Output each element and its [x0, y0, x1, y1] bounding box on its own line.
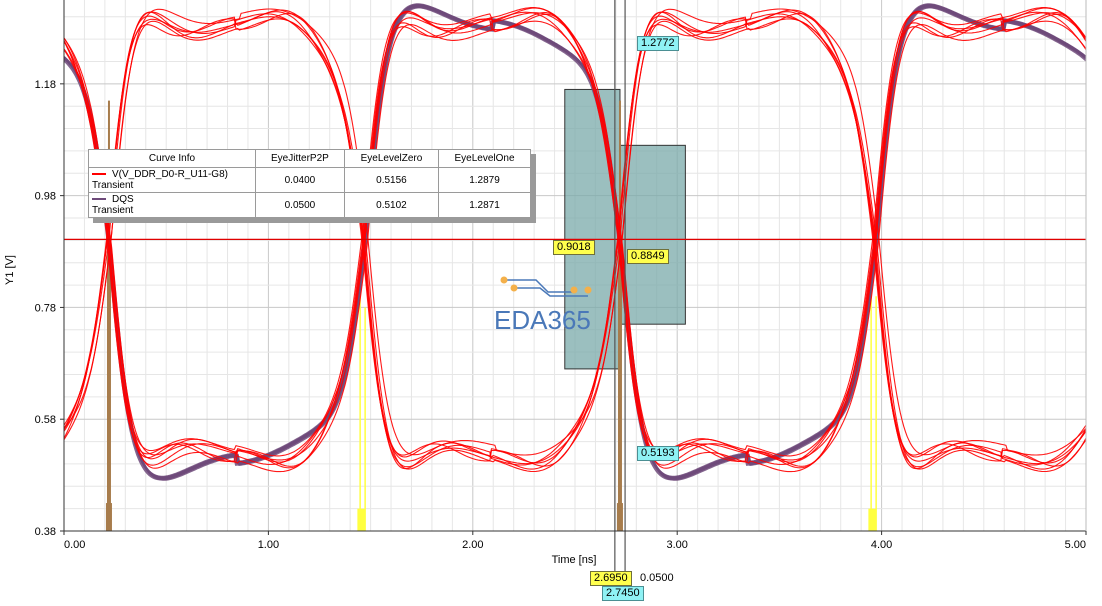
legend-header-level-zero: EyeLevelZero	[343, 149, 440, 168]
legend-header-level-one: EyeLevelOne	[438, 149, 531, 168]
legend-sub-signal: Transient	[92, 180, 134, 191]
x-tick-label: 0.00	[64, 539, 85, 551]
watermark-logo: EDA365	[494, 305, 591, 335]
marker-right-value[interactable]: 0.8849	[627, 249, 669, 264]
x-axis-label: Time [ns]	[552, 554, 597, 566]
signal-trace	[64, 13, 1086, 467]
legend-jitter-signal: 0.0400	[255, 167, 345, 193]
histogram-bar	[868, 508, 877, 531]
traces	[64, 3, 1086, 481]
marker-left-value[interactable]: 0.9018	[553, 240, 595, 255]
x-tick-label: 2.00	[462, 539, 483, 551]
histogram-bar	[364, 307, 366, 531]
marker-x-delta: 0.0500	[640, 572, 674, 584]
marker-top-value[interactable]: 1.2772	[637, 36, 679, 51]
legend-swatch-dqs	[92, 198, 106, 201]
watermark-circuit-icon	[500, 276, 592, 297]
reference-lines	[64, 0, 1086, 572]
signal-trace	[64, 11, 1086, 470]
axes: 0.00 1.00 2.00 3.00 4.00 5.00 0.38 0.58 0.78 0.98…	[35, 0, 1087, 551]
histogram-bar	[359, 262, 361, 531]
curve-info-legend: Curve Info EyeJitterP2P EyeLevelZero Eye…	[88, 149, 531, 218]
x-tick-label: 1.00	[258, 539, 279, 551]
eye-mask	[619, 144, 686, 325]
histogram-bar	[870, 273, 872, 531]
marker-x-value-2[interactable]: 2.7450	[602, 586, 644, 601]
legend-jitter-dqs: 0.0500	[255, 192, 345, 218]
x-tick-label: 4.00	[871, 539, 892, 551]
legend-row-signal: V(V_DDR_D0-R_U11-G8) Transient 0.0400 0.5…	[88, 167, 531, 193]
marker-x-value-1[interactable]: 2.6950	[590, 571, 632, 586]
signal-trace	[64, 12, 1086, 461]
histogram-bar	[875, 296, 877, 531]
legend-zero-dqs: 0.5102	[343, 192, 440, 218]
histogram-bar	[357, 508, 366, 531]
crossing-histograms	[105, 100, 877, 531]
y-tick-label: 1.18	[35, 79, 56, 91]
legend-name-signal: V(V_DDR_D0-R_U11-G8)	[112, 169, 228, 180]
y-tick-label: 0.98	[35, 191, 56, 203]
legend-name-dqs: DQS	[112, 194, 134, 205]
signal-trace	[64, 12, 1086, 469]
y-axis-label: Y1 [V]	[4, 255, 16, 285]
legend-one-dqs: 1.2871	[438, 192, 531, 218]
grid	[63, 0, 1087, 532]
x-tick-label: 5.00	[1065, 539, 1086, 551]
histogram-bar	[106, 240, 111, 531]
y-tick-label: 0.58	[35, 414, 56, 426]
y-tick-label: 0.38	[35, 526, 56, 538]
signal-trace	[64, 9, 1086, 464]
y-tick-label: 0.78	[35, 302, 56, 314]
legend-row-dqs: DQS Transient 0.0500 0.5102 1.2871	[88, 192, 531, 218]
legend-sub-dqs: Transient	[92, 205, 134, 216]
histogram-bar	[617, 240, 622, 531]
x-tick-label: 3.00	[666, 539, 687, 551]
legend-swatch-signal	[92, 173, 106, 176]
legend-one-signal: 1.2879	[438, 167, 531, 193]
marker-low-value[interactable]: 0.5193	[637, 446, 679, 461]
legend-header-curve-info: Curve Info	[88, 149, 256, 168]
signal-trace	[64, 11, 1086, 468]
legend-header-jitter: EyeJitterP2P	[255, 149, 345, 168]
legend-zero-signal: 0.5156	[343, 167, 440, 193]
